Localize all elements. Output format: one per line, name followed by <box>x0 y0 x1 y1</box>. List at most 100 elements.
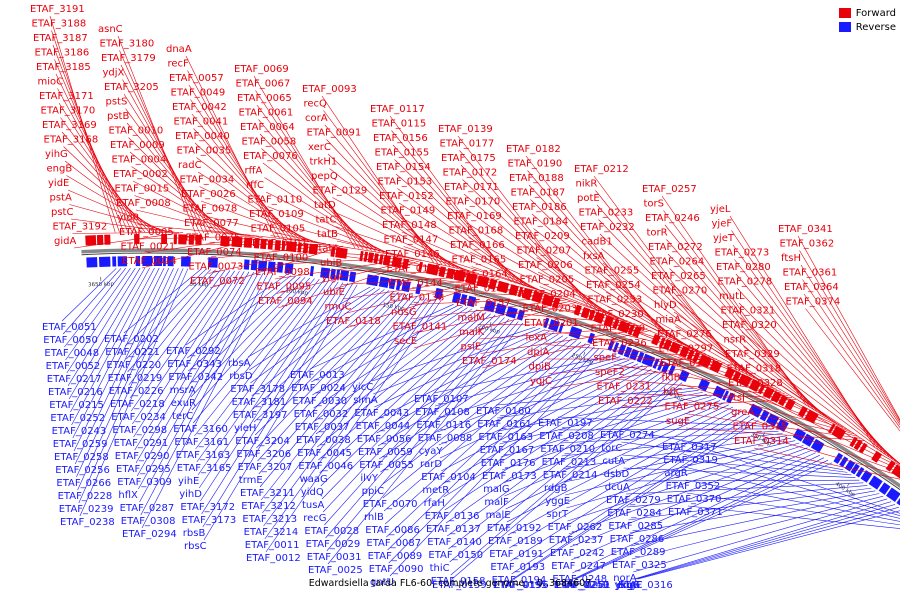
kbp-tick-label: 3650 kbp <box>88 281 115 288</box>
forward-leader-line <box>599 233 752 376</box>
forward-gene-label: ETAF_0206 <box>518 260 573 271</box>
reverse-gene-label: ETAF_0167 <box>480 445 535 456</box>
reverse-gene-arrow <box>543 317 550 329</box>
reverse-gene-arrow <box>516 309 525 321</box>
reverse-gene-label: ETAF_0037 <box>295 422 350 433</box>
forward-gene-label: ETAF_0073 <box>189 262 244 273</box>
reverse-leader-line <box>141 273 274 529</box>
reverse-gene-arrow <box>451 291 462 304</box>
reverse-gene-label: ETAF_0195 <box>493 580 548 591</box>
reverse-leader-line <box>313 307 468 409</box>
forward-gene-label: ETAF_0162 <box>455 284 510 295</box>
reverse-strand-features <box>86 256 900 506</box>
forward-gene-label: ETAF_0182 <box>506 144 561 155</box>
reverse-leader-line <box>512 417 755 580</box>
reverse-gene-arrow <box>748 403 763 418</box>
forward-gene-label: ETAF_0255 <box>585 266 640 277</box>
forward-gene-label: tatB <box>317 229 338 240</box>
reverse-gene-label: ETAF_0290 <box>115 451 170 462</box>
forward-leader-line <box>477 324 640 326</box>
reverse-leader-line <box>188 276 296 372</box>
reverse-gene-label: ETAF_0043 <box>354 408 409 419</box>
forward-leader-line <box>332 197 463 270</box>
forward-gene-label: ETAF_0077 <box>184 218 239 229</box>
reverse-leader-line <box>629 490 876 534</box>
forward-leader-line <box>409 297 565 305</box>
reverse-gene-arrow <box>167 256 174 267</box>
reverse-leader-line <box>382 340 577 499</box>
reverse-gene-arrow <box>98 256 111 267</box>
reverse-leader-line <box>445 372 661 524</box>
forward-gene-label: ETAF_0034 <box>180 175 235 186</box>
reverse-leader-line <box>498 391 703 432</box>
forward-leader-line <box>474 295 632 323</box>
reverse-leader-line <box>73 267 165 452</box>
reverse-leader-line <box>185 274 287 346</box>
forward-leader-line <box>545 344 714 358</box>
forward-leader-line <box>389 115 512 283</box>
reverse-leader-line <box>314 308 473 422</box>
reverse-gene-arrow <box>257 260 268 272</box>
reverse-gene-arrow <box>878 482 891 495</box>
forward-gene-label: ETAF_0362 <box>780 239 835 250</box>
forward-leader-line <box>206 244 335 260</box>
forward-leader-line <box>265 191 389 254</box>
reverse-gene-arrow <box>810 438 825 453</box>
forward-gene-label: dpiA <box>527 347 549 358</box>
reverse-gene-label: ETAF_0234 <box>111 412 166 423</box>
reverse-gene-label: ETAF_0295 <box>116 464 171 475</box>
forward-gene-label: ETAF_0164 <box>453 269 508 280</box>
reverse-gene-arrow <box>86 257 98 268</box>
forward-gene-label: pstC <box>51 207 73 218</box>
reverse-gene-label: dcuA <box>605 482 630 493</box>
forward-gene-label: ETAF_0273 <box>715 248 770 259</box>
forward-gene-label: cadB1 <box>582 237 613 248</box>
reverse-gene-label: ETAF_0150 <box>428 550 483 561</box>
reverse-leader-line <box>321 316 501 500</box>
reverse-gene-label: ETAF_0046 <box>298 461 353 472</box>
reverse-gene-label: ETAF_0279 <box>606 495 661 506</box>
forward-leader-line <box>63 146 154 233</box>
reverse-gene-label: ETAF_0031 <box>307 552 362 563</box>
reverse-leader-line <box>574 459 829 580</box>
reverse-gene-label: yidQ <box>301 487 324 498</box>
forward-gene-arrow <box>517 286 524 298</box>
reverse-leader-line <box>194 278 320 437</box>
reverse-gene-label: ETAF_0274 <box>600 430 655 441</box>
forward-gene-label: hlyD <box>654 300 677 311</box>
forward-gene-arrow <box>96 234 104 246</box>
reverse-leader-line <box>124 268 207 347</box>
forward-leader-line <box>258 119 368 251</box>
reverse-gene-label: rfaH <box>424 498 445 509</box>
forward-gene-label: ETAF_0149 <box>381 206 436 217</box>
reverse-gene-arrow <box>366 274 379 287</box>
forward-leader-line <box>747 389 900 468</box>
forward-gene-arrow <box>367 252 375 263</box>
forward-gene-label: xerC <box>308 142 331 153</box>
reverse-leader-line <box>133 270 240 438</box>
reverse-gene-label: ETAF_0242 <box>550 548 605 559</box>
forward-leader-line <box>262 162 381 253</box>
forward-gene-arrow <box>260 238 267 250</box>
reverse-gene-label: ETAF_0250 <box>555 580 610 591</box>
forward-gene-arrow <box>104 234 111 245</box>
reverse-gene-arrow <box>483 300 496 313</box>
forward-gene-arrow <box>173 234 177 245</box>
reverse-gene-arrow <box>112 256 117 267</box>
reverse-leader-line <box>437 359 630 433</box>
reverse-leader-line <box>379 335 564 460</box>
reverse-gene-arrow <box>466 295 477 308</box>
forward-leader-line <box>72 232 179 234</box>
forward-gene-label: ETAF_3186 <box>35 48 90 59</box>
forward-leader-line <box>137 224 251 237</box>
reverse-gene-arrow <box>833 452 844 464</box>
reverse-leader-line <box>566 442 800 509</box>
reverse-gene-label: ETAF_3213 <box>242 514 297 525</box>
forward-gene-label: ydjX <box>103 68 125 79</box>
reverse-gene-label: waaG <box>300 474 328 485</box>
forward-gene-arrow <box>798 405 808 418</box>
forward-gene-label: ETAF_0264 <box>650 257 705 268</box>
forward-gene-label: ETAF_3205 <box>104 82 159 93</box>
reverse-gene-arrow <box>868 475 883 490</box>
forward-gene-arrow <box>552 297 561 309</box>
